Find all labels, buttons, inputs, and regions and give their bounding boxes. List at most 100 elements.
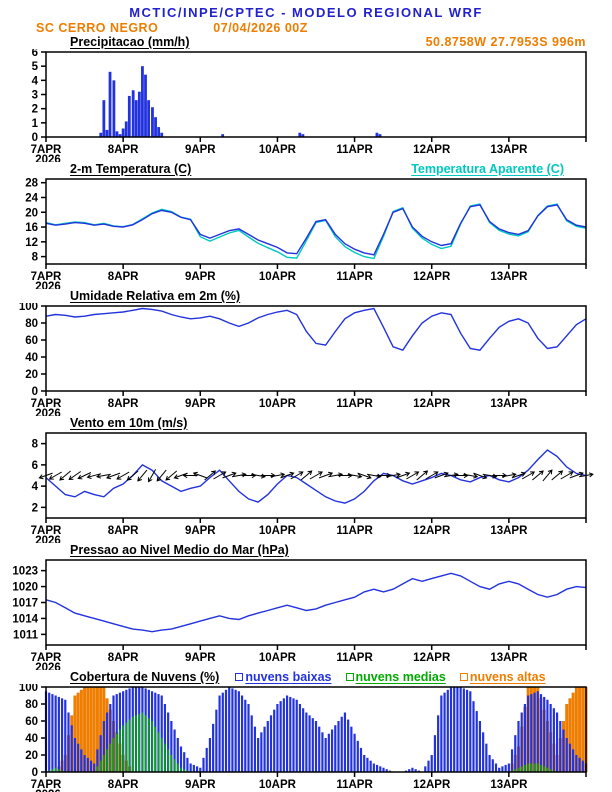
svg-text:7APR: 7APR <box>31 398 62 410</box>
nuvens-baixas-swatch <box>235 673 244 681</box>
panel-title-precipitation: Precipitacao (mm/h) <box>70 35 190 49</box>
svg-text:2: 2 <box>32 502 38 514</box>
svg-text:7APR: 7APR <box>31 779 62 791</box>
svg-text:9APR: 9APR <box>185 144 216 156</box>
panel-title-temperature: 2-m Temperatura (C) <box>70 162 192 176</box>
svg-text:2026: 2026 <box>35 662 61 670</box>
station-coordinates: 50.8758W 27.7953S 996m <box>425 35 586 49</box>
svg-text:11APR: 11APR <box>336 779 373 791</box>
svg-text:20: 20 <box>25 750 38 762</box>
panel-title-wind: Vento em 10m (m/s) <box>70 416 188 430</box>
svg-text:5: 5 <box>32 61 39 73</box>
legend-nuvens-altas: nuvens altas <box>459 670 546 684</box>
panel-temperature: 2-m Temperatura (C) Temperatura Aparente… <box>0 162 612 289</box>
svg-text:0: 0 <box>32 767 38 779</box>
svg-text:80: 80 <box>25 699 38 711</box>
svg-text:100: 100 <box>19 684 38 694</box>
run-info-row: SC CERRO NEGRO 07/04/2026 00Z <box>0 21 612 35</box>
svg-text:8: 8 <box>32 439 39 451</box>
legend-nuvens-medias: nuvens medias <box>345 670 446 684</box>
svg-text:11APR: 11APR <box>336 525 373 537</box>
svg-text:2026: 2026 <box>35 281 61 289</box>
svg-text:13APR: 13APR <box>490 652 528 664</box>
svg-text:9APR: 9APR <box>185 779 216 791</box>
svg-text:2026: 2026 <box>35 789 61 792</box>
svg-text:13APR: 13APR <box>490 271 528 283</box>
svg-text:4: 4 <box>32 481 39 493</box>
svg-text:9APR: 9APR <box>185 652 216 664</box>
svg-text:13APR: 13APR <box>490 398 528 410</box>
svg-text:10APR: 10APR <box>259 271 297 283</box>
svg-text:10APR: 10APR <box>259 779 297 791</box>
svg-text:12APR: 12APR <box>413 398 451 410</box>
svg-text:4: 4 <box>32 75 39 87</box>
svg-text:2026: 2026 <box>35 408 61 416</box>
panel-humidity: Umidade Relativa em 2m (%) 0 20 40 60 80 100 7… <box>0 289 612 416</box>
run-datetime: 07/04/2026 00Z <box>213 21 308 35</box>
svg-text:1020: 1020 <box>12 582 38 594</box>
svg-text:60: 60 <box>25 335 38 347</box>
svg-text:12: 12 <box>25 237 38 249</box>
svg-text:9APR: 9APR <box>185 398 216 410</box>
panel-title-cloud-cover: Cobertura de Nuvens (%) <box>70 670 220 684</box>
nuvens-altas-label: nuvens altas <box>469 670 546 684</box>
svg-text:1023: 1023 <box>12 566 38 578</box>
svg-text:8APR: 8APR <box>108 652 139 664</box>
svg-text:10APR: 10APR <box>259 398 297 410</box>
apparent-temperature-label: Temperatura Aparente (C) <box>411 162 564 176</box>
svg-text:8APR: 8APR <box>108 144 139 156</box>
svg-text:9APR: 9APR <box>185 271 216 283</box>
panel-head-wind: Vento em 10m (m/s) <box>0 416 612 430</box>
svg-text:11APR: 11APR <box>336 652 373 664</box>
svg-text:10APR: 10APR <box>259 144 297 156</box>
svg-text:8APR: 8APR <box>108 779 139 791</box>
svg-text:7APR: 7APR <box>31 525 62 537</box>
svg-text:1011: 1011 <box>13 629 39 641</box>
svg-text:10APR: 10APR <box>259 652 297 664</box>
svg-text:1: 1 <box>32 118 39 130</box>
svg-text:11APR: 11APR <box>336 398 373 410</box>
svg-text:0: 0 <box>32 132 38 144</box>
panel-title-pressure: Pressao ao Nivel Medio do Mar (hPa) <box>70 543 289 557</box>
panel-wind: Vento em 10m (m/s) 2 4 6 8 7APR 2026 8APR 9APR 1… <box>0 416 612 543</box>
svg-text:8: 8 <box>32 252 39 264</box>
svg-text:40: 40 <box>25 733 38 745</box>
panel-head-cloud-cover: Cobertura de Nuvens (%) nuvens baixas nuve… <box>0 670 612 684</box>
svg-text:8APR: 8APR <box>108 271 139 283</box>
page-header: MCTIC/INPE/CPTEC - MODELO REGIONAL WRF S… <box>0 0 612 35</box>
svg-text:10APR: 10APR <box>259 525 297 537</box>
svg-text:20: 20 <box>25 369 38 381</box>
svg-text:3: 3 <box>32 90 38 102</box>
svg-text:12APR: 12APR <box>413 779 451 791</box>
page-title: MCTIC/INPE/CPTEC - MODELO REGIONAL WRF <box>129 5 483 20</box>
svg-text:13APR: 13APR <box>490 525 528 537</box>
nuvens-medias-label: nuvens medias <box>355 670 446 684</box>
panel-cloud-cover: Cobertura de Nuvens (%) nuvens baixas nuve… <box>0 670 612 792</box>
svg-text:9APR: 9APR <box>185 525 216 537</box>
svg-text:11APR: 11APR <box>336 271 373 283</box>
svg-text:12APR: 12APR <box>413 652 451 664</box>
svg-text:12APR: 12APR <box>413 144 451 156</box>
svg-text:28: 28 <box>25 178 38 190</box>
svg-text:60: 60 <box>25 716 38 728</box>
svg-text:100: 100 <box>19 303 38 313</box>
svg-text:8APR: 8APR <box>108 398 139 410</box>
svg-text:6: 6 <box>32 49 38 59</box>
svg-text:24: 24 <box>25 192 38 204</box>
nuvens-altas-swatch <box>459 673 468 681</box>
legend-nuvens-baixas: nuvens baixas <box>235 670 332 684</box>
svg-text:7APR: 7APR <box>31 652 62 664</box>
panel-precipitation: Precipitacao (mm/h) 50.8758W 27.7953S 99… <box>0 35 612 162</box>
svg-text:12APR: 12APR <box>413 525 451 537</box>
svg-text:2026: 2026 <box>35 535 61 543</box>
svg-text:11APR: 11APR <box>336 144 373 156</box>
svg-text:1017: 1017 <box>12 598 38 610</box>
panel-pressure: Pressao ao Nivel Medio do Mar (hPa) 1011… <box>0 543 612 670</box>
nuvens-medias-swatch <box>345 673 354 681</box>
